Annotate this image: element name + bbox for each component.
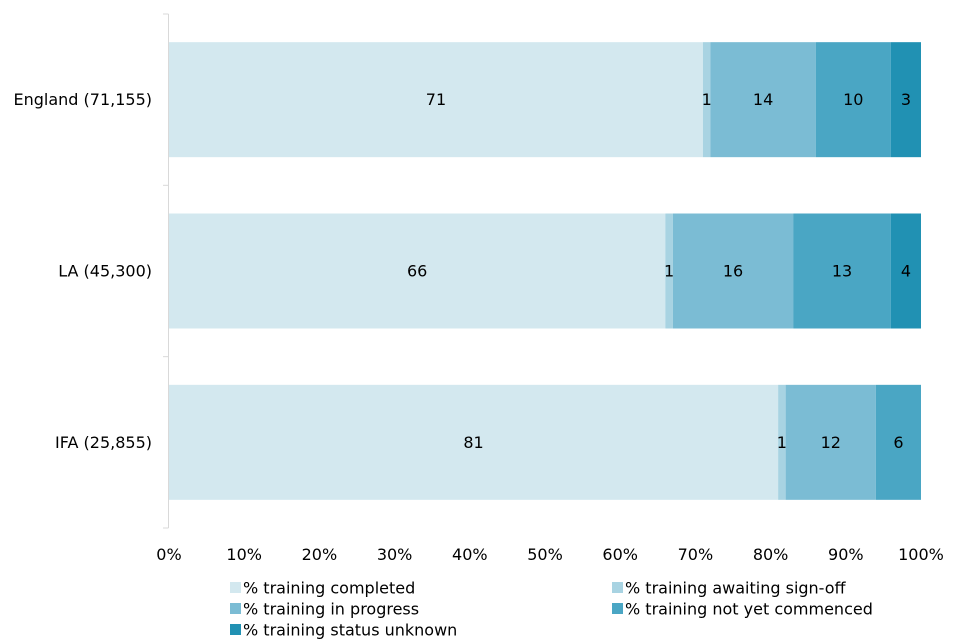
legend-label: % training in progress [243,600,419,619]
x-tick-label: 10% [226,545,262,564]
axes: England (71,155) LA (45,300) IFA (25,855) [13,13,169,529]
legend-item: % training awaiting sign-off [612,579,847,598]
data-label: 3 [901,90,911,109]
legend-swatch [230,603,241,614]
data-label: 4 [901,262,911,281]
category-label: IFA (25,855) [55,433,152,452]
legend-label: % training completed [243,579,415,598]
bar-segment [890,42,921,158]
x-tick-label: 70% [678,545,714,564]
data-label: 14 [753,90,773,109]
bar-segment [778,384,786,500]
x-tick-label: 30% [377,545,413,564]
bar-segment [702,42,711,158]
data-label: 16 [723,262,743,281]
bar-segment [665,213,673,329]
x-tick-label: 40% [452,545,488,564]
category-label: England (71,155) [13,90,152,109]
legend-swatch [230,582,241,593]
bar-segment [875,384,921,500]
legend-label: % training not yet commenced [625,600,873,619]
category-label: LA (45,300) [58,262,152,281]
bar-segment [169,384,779,500]
bar-segment [890,213,921,329]
bar-segment [793,213,891,329]
legend-item: % training in progress [230,600,419,619]
legend-label: % training awaiting sign-off [625,579,847,598]
x-axis-ticks: 0% 10% 20% 30% 40% 50% 60% 70% 80% 90% 100% [156,545,944,564]
x-tick-label: 50% [527,545,563,564]
legend-item: % training status unknown [230,621,457,640]
x-tick-label: 100% [898,545,944,564]
legend-swatch [612,603,623,614]
data-label: 1 [777,433,787,452]
legend-swatch [612,582,623,593]
legend-swatch [230,624,241,635]
legend-item: % training completed [230,579,415,598]
bar-segment [785,384,876,500]
data-label: 13 [832,262,852,281]
data-label: 1 [702,90,712,109]
x-tick-label: 20% [302,545,338,564]
bar-segment [169,42,703,158]
data-label: 81 [463,433,483,452]
bar-segment [710,42,816,158]
data-label: 71 [426,90,446,109]
data-label: 10 [843,90,863,109]
data-label: 66 [407,262,427,281]
data-labels: 71 1 14 10 3 66 1 16 13 4 81 1 12 6 [407,90,911,452]
bar-segment [815,42,891,158]
legend-label: % training status unknown [243,621,457,640]
data-label: 1 [664,262,674,281]
data-label: 12 [821,433,841,452]
bars [169,42,921,500]
bar-segment [169,213,666,329]
legend: % training completed % training awaiting … [230,579,873,640]
x-tick-label: 90% [828,545,864,564]
x-tick-label: 60% [602,545,638,564]
bar-segment [672,213,794,329]
x-tick-label: 80% [753,545,789,564]
x-tick-label: 0% [156,545,181,564]
legend-item: % training not yet commenced [612,600,873,619]
data-label: 6 [893,433,903,452]
